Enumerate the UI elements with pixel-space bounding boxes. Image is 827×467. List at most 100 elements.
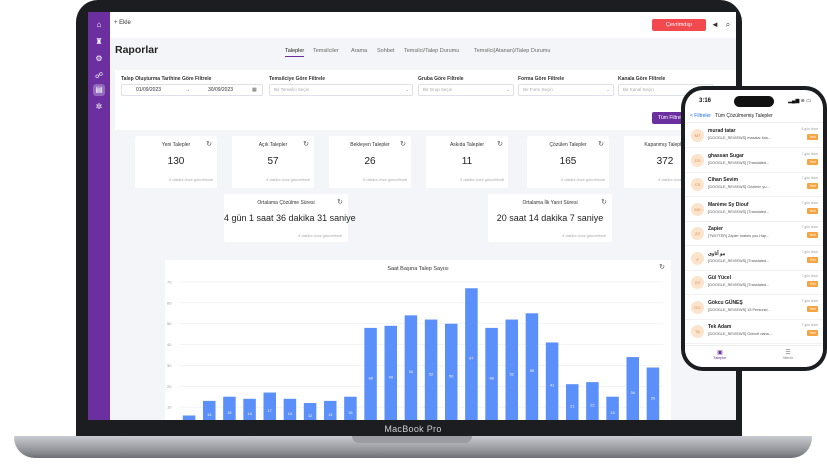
bar[interactable]	[404, 315, 418, 420]
ticket-age: 7 gün önce	[801, 249, 818, 254]
bar[interactable]	[223, 396, 236, 420]
bar[interactable]	[525, 313, 539, 420]
rep-select[interactable]: Bir Temsilci Seçin ⌄	[269, 84, 413, 96]
status-badge: Yeni	[807, 207, 818, 214]
bar-value-label: 15	[227, 411, 231, 415]
bar-value-label: 48	[489, 376, 493, 380]
status-badge: Yeni	[807, 183, 818, 189]
nav-menu[interactable]: ☰ Menü	[773, 349, 803, 360]
nav-talepler[interactable]: ▣ Talepler	[705, 349, 735, 360]
refresh-icon[interactable]: ↻	[400, 141, 406, 148]
tab-temsilciler[interactable]: Temsilciler	[313, 48, 339, 54]
bar[interactable]	[465, 288, 478, 420]
offline-button[interactable]: Çevrimdışı	[652, 19, 706, 31]
bar[interactable]	[444, 323, 458, 420]
home-icon[interactable]: ⌂	[96, 20, 102, 29]
back-button[interactable]: < Filtreler	[690, 113, 711, 119]
gear-icon[interactable]: ✲	[95, 102, 103, 111]
tab-temsilci-talep-durumu[interactable]: Temsilci/Talep Durumu	[404, 48, 460, 54]
ticket-list-item[interactable]: GS ghassan Sugar [GOOGLE_REVIEWS] [Transla…	[685, 149, 823, 173]
stat-updated-note: 6 dakika önce güncellendi	[266, 178, 310, 182]
tab-talepler[interactable]: Talepler	[285, 48, 305, 57]
tab-sohbet[interactable]: Sohbet	[377, 48, 395, 54]
ticket-contact-name: مو آتاوی	[708, 250, 726, 257]
chart-title: Saat Başına Talep Sayısı	[387, 266, 449, 272]
bar[interactable]	[364, 327, 377, 420]
ticket-list-item[interactable]: ZZ Zapier [TWITTER] Zapier makes you Hap..…	[685, 222, 823, 246]
bar[interactable]	[545, 342, 559, 420]
ticket-list-item[interactable]: MD Marème Sy Diouf [GOOGLE_REVIEWS] [Trans…	[685, 198, 823, 222]
bar[interactable]	[182, 415, 196, 420]
duration-title: Ortalama İlk Yanıt Süresi	[522, 200, 578, 206]
refresh-icon[interactable]: ↻	[659, 264, 665, 271]
bar[interactable]	[586, 382, 599, 420]
tab-arama[interactable]: Arama	[351, 48, 368, 54]
refresh-icon[interactable]: ↻	[598, 141, 604, 148]
bar[interactable]	[424, 319, 438, 420]
bar[interactable]	[303, 402, 317, 420]
y-tick-label: 20	[167, 384, 172, 389]
group-filter-label: Gruba Göre Filtrele	[418, 76, 464, 82]
ticket-list-item[interactable]: CS Cihan Sevim [GOOGLE_REVIEWS] Gözlerin y…	[685, 173, 823, 197]
bar-value-label: 29	[651, 396, 655, 400]
bar[interactable]	[626, 357, 640, 420]
bar[interactable]	[243, 398, 256, 420]
add-button[interactable]: + Ekle	[114, 20, 131, 26]
ticket-list-item[interactable]: MT murad tatar [GOOGLE_REVIEWS] masalar bo…	[685, 124, 823, 148]
trophy-icon[interactable]: ♜	[95, 37, 103, 46]
bar[interactable]	[485, 327, 498, 420]
ticket-list-item[interactable]: GY Gül Yücel [GOOGLE_REVIEWS] [Translated.…	[685, 271, 823, 295]
bar[interactable]	[263, 392, 277, 420]
bar[interactable]	[565, 384, 579, 420]
settings-icon[interactable]: ⚙	[95, 54, 103, 63]
bar-value-label: 41	[550, 384, 554, 388]
bar[interactable]	[202, 400, 216, 420]
ticket-age: 7 gün önce	[801, 274, 818, 278]
bar[interactable]	[606, 396, 619, 420]
bar-value-label: 55	[530, 369, 534, 373]
ticket-age: 7 gün önce	[801, 298, 818, 303]
form-select[interactable]: Bir Form Seçin ⌄	[518, 84, 614, 96]
megaphone-icon[interactable]: ◄	[711, 20, 719, 29]
group-select[interactable]: Bir Grup Seçin ⌄	[418, 84, 514, 96]
phone-status-icons: ▂▄▆ ≋ ▭	[788, 98, 811, 104]
phone-time: 3:16	[699, 98, 712, 104]
search-icon[interactable]: ⌕	[725, 20, 731, 29]
bar-value-label: 34	[631, 391, 635, 395]
ticket-age: 7 gün önce	[801, 200, 818, 205]
ticket-list-item[interactable]: TA Tek Adam [GOOGLE_REVIEWS] Güncel daha..…	[685, 320, 823, 344]
bar[interactable]	[323, 400, 337, 420]
rep-filter-label: Temsilciye Göre Filtrele	[269, 76, 326, 82]
stat-value: 57	[267, 156, 279, 167]
bar-value-label: 49	[389, 375, 393, 379]
date-range-input[interactable]: 01/09/2023 → 30/09/2023 ▦	[121, 84, 263, 96]
refresh-icon[interactable]: ↻	[303, 141, 309, 148]
bar[interactable]	[646, 367, 660, 420]
ticket-list-item[interactable]: م مو آتاوی [GOOGLE_REVIEWS] [Translated...…	[685, 247, 823, 271]
bar[interactable]	[384, 325, 398, 420]
bar[interactable]	[344, 396, 357, 420]
bar[interactable]	[283, 398, 297, 420]
ticket-list-item[interactable]: GG Gökcu GÜNEŞ [GOOGLE_REVIEWS] 15 Persone…	[685, 296, 823, 320]
tree-icon[interactable]: ☍	[94, 71, 104, 80]
ticket-preview-text: [GOOGLE_REVIEWS] [Translated...	[708, 209, 770, 214]
refresh-icon[interactable]: ↻	[601, 199, 607, 206]
refresh-icon[interactable]: ↻	[337, 199, 343, 206]
bar-value-label: 12	[308, 414, 312, 418]
status-badge: Yeni	[807, 281, 818, 287]
refresh-icon[interactable]: ↻	[497, 141, 503, 148]
refresh-icon[interactable]: ↻	[206, 141, 212, 148]
avatar-icon[interactable]: ●	[735, 20, 736, 30]
duration-updated-note: 6 dakika önce güncellendi	[562, 234, 606, 238]
bar[interactable]	[505, 319, 519, 420]
y-tick-label: 10	[167, 405, 172, 410]
ticket-preview-text: [GOOGLE_REVIEWS] Güncel daha...	[708, 332, 772, 336]
bar-value-label: 21	[570, 405, 574, 409]
group-select-placeholder: Bir Grup Seçin	[423, 87, 453, 92]
tab-temsilci-atanan-talep-durumu[interactable]: Temsilci(Atanan)/Talep Durumu	[474, 48, 551, 54]
bar-value-label: 15	[610, 411, 614, 415]
bar-value-label: 67	[469, 357, 473, 361]
avg-first-response-card: Ortalama İlk Yanıt Süresi ↻ 20 saat 14 d…	[488, 194, 612, 242]
stat-value: 130	[167, 156, 185, 167]
report-icon[interactable]: ▤	[93, 84, 105, 96]
